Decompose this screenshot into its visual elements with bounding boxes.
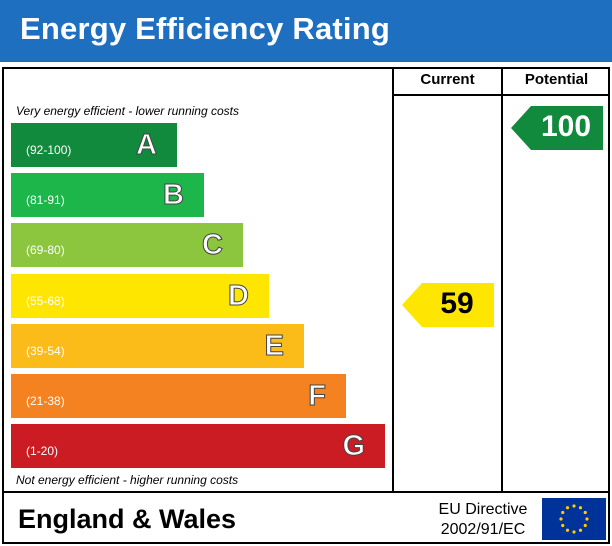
band-letter: F	[308, 380, 327, 413]
directive-line-1: EU Directive	[438, 501, 528, 518]
band-range: (1-20)	[26, 444, 59, 459]
band-letter: B	[163, 179, 185, 212]
rating-frame	[2, 67, 610, 544]
band-range: (55-68)	[26, 293, 65, 308]
band-letter: A	[136, 129, 158, 162]
eu-star	[572, 530, 576, 534]
band-range: (69-80)	[26, 243, 65, 258]
band-c: (69-80) C	[11, 223, 243, 268]
eu-star	[578, 528, 583, 532]
band-letter: E	[264, 329, 284, 362]
eu-star	[565, 528, 570, 532]
potential-rating-arrow	[511, 106, 603, 150]
eu-star	[585, 517, 589, 521]
column-header-current: Current	[420, 71, 475, 88]
page-title: Energy Efficiency Rating	[20, 11, 391, 46]
caption-top: Very energy efficient - lower running co…	[16, 104, 239, 118]
band-range: (39-54)	[26, 343, 65, 358]
eu-star	[559, 517, 563, 521]
directive-line-2: 2002/91/EC	[440, 521, 526, 538]
footer-divider	[2, 491, 610, 493]
band-a: (92-100) A	[11, 123, 177, 167]
current-rating-arrow	[402, 283, 494, 327]
band-range: (92-100)	[26, 143, 72, 157]
band-letter: D	[228, 279, 250, 312]
eu-star	[572, 504, 576, 508]
band-letter: G	[342, 430, 366, 463]
band-letter: C	[202, 229, 224, 262]
band-e: (39-54) E	[11, 323, 304, 368]
column-divider-current	[392, 67, 394, 493]
eu-directive: EU Directive 2002/91/EC	[432, 500, 534, 540]
column-header-potential: Potential	[524, 71, 589, 88]
band-range: (81-91)	[26, 193, 65, 208]
current-rating-value: 59	[440, 287, 474, 320]
eu-star	[565, 506, 570, 510]
potential-rating-value: 100	[540, 110, 592, 143]
band-range: (21-38)	[26, 394, 65, 408]
column-divider-potential	[501, 67, 503, 493]
region-label: England & Wales	[18, 504, 237, 534]
band-g: (1-20) G	[11, 424, 385, 469]
band-b: (81-91) B	[11, 173, 204, 218]
eu-star	[561, 523, 565, 528]
header-bar: Energy Efficiency Rating	[0, 0, 612, 62]
eu-star	[561, 510, 565, 515]
eu-star	[583, 510, 587, 515]
caption-bottom: Not energy efficient - higher running co…	[16, 473, 239, 487]
eu-star	[583, 523, 587, 528]
column-header-divider	[392, 94, 610, 96]
eu-flag-icon	[542, 498, 606, 540]
band-f: (21-38) F	[11, 374, 346, 418]
band-d: (55-68) D	[11, 273, 269, 318]
eu-star	[578, 506, 583, 510]
